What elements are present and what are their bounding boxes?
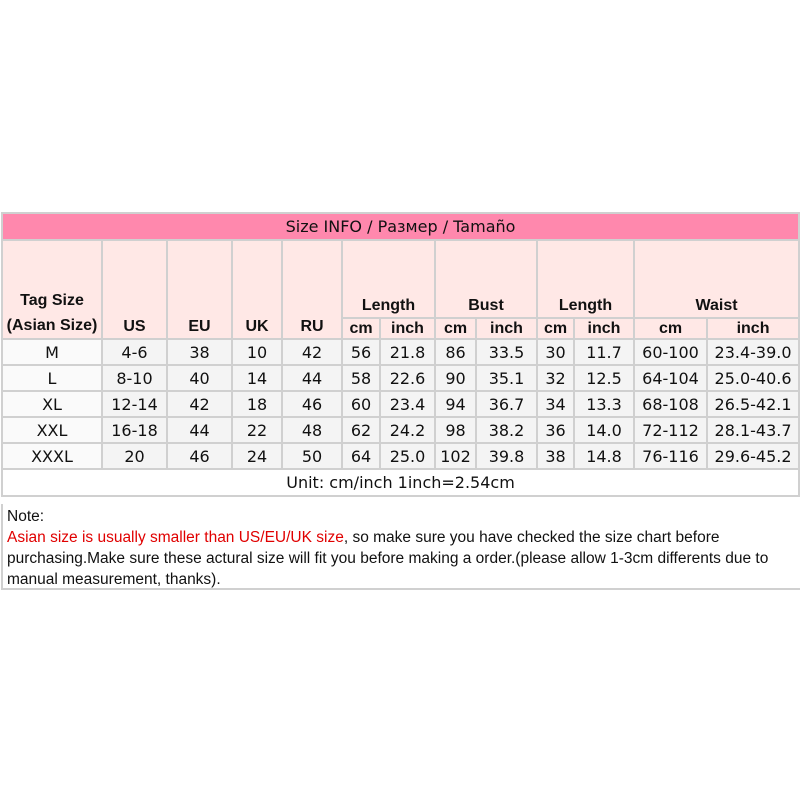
subheader-inch: inch [379,317,436,340]
table-row: XXXL 20 46 24 50 64 25.0 102 39.8 38 14.8 76-116 29.… [1,442,800,470]
note-text: , so make sure you have checked the size… [7,529,769,588]
subheader-cm: cm [536,317,575,340]
header-uk: UK [231,239,283,340]
table-cell: 14.0 [573,416,635,444]
subheader-inch: inch [475,317,538,340]
subheader-cm: cm [633,317,708,340]
table-cell: 46 [281,390,343,418]
table-cell: 56 [341,338,381,366]
table-cell: 60 [341,390,381,418]
table-row: XXL 16-18 44 22 48 62 24.2 98 38.2 36 14.0 72-112 28… [1,416,800,444]
table-cell: 42 [281,338,343,366]
table-cell: 38.2 [475,416,538,444]
table-cell: 50 [281,442,343,470]
table-cell: 22.6 [379,364,436,392]
header-waist: Waist [632,239,800,319]
subheader-inch: inch [705,317,800,340]
table-cell: 64 [341,442,381,470]
table-cell: 29.6-45.2 [705,442,800,470]
table-cell: 10 [231,338,283,366]
table-cell: 40 [166,364,233,392]
table-row: M 4-6 38 10 42 56 21.8 86 33.5 30 11.7 60-100 23.4-3… [1,338,800,366]
table-cell: 20 [101,442,168,470]
table-cell: 60-100 [633,338,708,366]
table-cell: 32 [536,364,575,392]
table-cell: XXXL [1,442,103,470]
chart-title: Size INFO / Размер / Tamaño [0,212,800,241]
table-cell: 24 [231,442,283,470]
table-cell: 18 [231,390,283,418]
table-cell: 14 [231,364,283,392]
table-cell: 64-104 [633,364,708,392]
table-cell: 98 [434,416,477,444]
table-cell: 14.8 [573,442,635,470]
table-cell: XL [1,390,103,418]
table-cell: 22 [231,416,283,444]
table-cell: 58 [341,364,381,392]
subheader-cm: cm [434,317,477,340]
table-cell: 62 [341,416,381,444]
table-cell: 26.5-42.1 [705,390,800,418]
table-cell: 34 [536,390,575,418]
table-cell: 36.7 [475,390,538,418]
table-cell: 48 [281,416,343,444]
header-bust: Bust [434,239,538,319]
table-cell: 72-112 [633,416,708,444]
table-cell: 28.1-43.7 [705,416,800,444]
table-cell: 94 [434,390,477,418]
note-label: Note: [7,508,45,525]
size-chart-table: Size INFO / Размер / Tamaño Tag Size (As… [0,212,800,497]
table-cell: 12.5 [573,364,635,392]
header-ru: RU [281,239,343,340]
table-cell: 68-108 [633,390,708,418]
header-length-2: Length [536,239,635,319]
header-length: Length [341,239,436,319]
table-cell: 90 [434,364,477,392]
header-tag-size: Tag Size (Asian Size) [1,239,103,340]
table-cell: 39.8 [475,442,538,470]
table-cell: 25.0-40.6 [705,364,800,392]
header-eu: EU [166,239,233,340]
table-cell: XXL [1,416,103,444]
table-cell: 12-14 [101,390,168,418]
header-us: US [101,239,168,340]
table-cell: 44 [166,416,233,444]
table-row: XL 12-14 42 18 46 60 23.4 94 36.7 34 13.3 68-108 26.… [1,390,800,418]
table-cell: 35.1 [475,364,538,392]
table-cell: 102 [434,442,477,470]
table-cell: 38 [536,442,575,470]
table-cell: 44 [281,364,343,392]
table-cell: 16-18 [101,416,168,444]
table-cell: 86 [434,338,477,366]
table-cell: 25.0 [379,442,436,470]
table-cell: M [1,338,103,366]
table-cell: 33.5 [475,338,538,366]
table-cell: 13.3 [573,390,635,418]
table-cell: L [1,364,103,392]
table-cell: 4-6 [101,338,168,366]
table-cell: 21.8 [379,338,436,366]
note-warning: Asian size is usually smaller than US/EU… [7,529,344,546]
subheader-cm: cm [341,317,381,340]
unit-note: Unit: cm/inch 1inch=2.54cm [0,468,800,497]
table-cell: 76-116 [633,442,708,470]
table-cell: 30 [536,338,575,366]
table-cell: 23.4-39.0 [705,338,800,366]
table-cell: 42 [166,390,233,418]
note-box: Note: Asian size is usually smaller than… [1,504,800,590]
table-cell: 46 [166,442,233,470]
table-cell: 11.7 [573,338,635,366]
table-row: L 8-10 40 14 44 58 22.6 90 35.1 32 12.5 64-104 25.0-… [1,364,800,392]
table-cell: 23.4 [379,390,436,418]
table-cell: 8-10 [101,364,168,392]
table-cell: 36 [536,416,575,444]
table-cell: 24.2 [379,416,436,444]
subheader-inch: inch [573,317,635,340]
table-cell: 38 [166,338,233,366]
